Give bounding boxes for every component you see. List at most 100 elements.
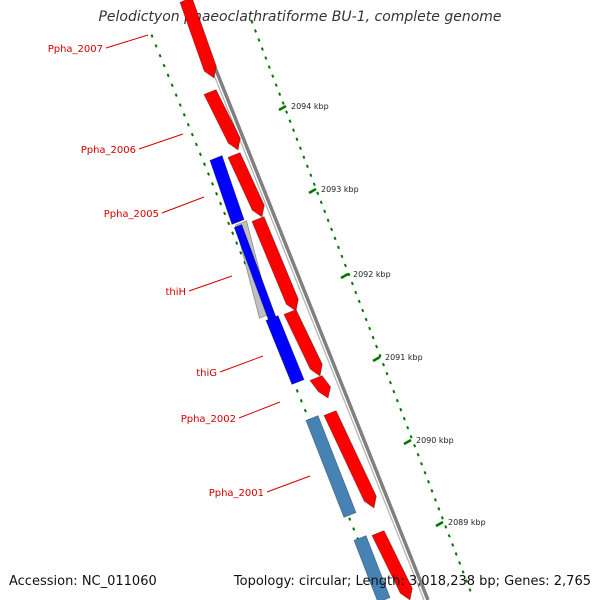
outer-tick [430, 489, 434, 493]
outer-tick [281, 101, 285, 105]
outer-tick [444, 525, 448, 529]
outer-tick [312, 182, 316, 187]
outer-tick [357, 299, 361, 304]
forward-gene[interactable] [227, 152, 265, 218]
outer-tick [354, 290, 358, 295]
accession-text: Accession: NC_011060 [9, 574, 157, 589]
outer-tick [264, 56, 268, 60]
genome-backbone [183, 0, 430, 600]
outer-tick [250, 20, 254, 24]
gene-label[interactable]: Ppha_2005 [104, 209, 159, 220]
inner-tick [170, 83, 174, 88]
inner-tick [215, 191, 219, 196]
outer-tick [382, 362, 385, 367]
outer-tick [423, 471, 427, 475]
outer-tick [433, 498, 437, 502]
outer-tick [420, 462, 424, 466]
outer-tick [395, 398, 399, 403]
outer-tick [260, 47, 264, 51]
major-tick [278, 104, 287, 112]
inner-tick [295, 389, 299, 393]
inner-tick [299, 399, 303, 403]
inner-tick [348, 517, 352, 521]
tick-label: 2089 kbp [448, 518, 486, 527]
gene-label[interactable]: Ppha_2007 [48, 44, 103, 55]
gene-label[interactable]: Ppha_2002 [181, 414, 236, 425]
gene-label[interactable]: thiG [196, 368, 217, 379]
outer-tick [447, 534, 451, 538]
inner-tick [158, 53, 162, 58]
reverse-gene[interactable] [209, 155, 245, 225]
tick-label: 2094 kbp [291, 102, 329, 111]
reverse-gene[interactable] [233, 223, 277, 321]
gene-label-leader [105, 34, 149, 49]
reverse-gene[interactable] [353, 535, 391, 600]
outer-tick [451, 543, 455, 547]
inner-tick [154, 44, 158, 48]
outer-tick [333, 236, 337, 241]
major-tick [435, 520, 444, 528]
inner-tick [239, 251, 243, 255]
outer-tick [392, 389, 396, 394]
gene-label-leader [188, 275, 233, 292]
outer-tick-marks [250, 20, 472, 592]
inner-tick [352, 527, 356, 531]
inner-tick [174, 93, 178, 97]
outer-tick [319, 200, 323, 205]
outer-tick [440, 516, 444, 520]
forward-gene[interactable] [283, 309, 323, 377]
forward-gene[interactable] [371, 530, 413, 600]
outer-tick [330, 227, 334, 232]
forward-gene[interactable] [179, 0, 217, 79]
outer-tick [361, 308, 365, 313]
forward-gene[interactable] [323, 410, 377, 509]
outer-tick [350, 281, 354, 286]
inner-tick [231, 231, 235, 235]
gene-label-leader [266, 475, 311, 493]
gene-label-leader [219, 355, 264, 373]
outer-tick [257, 38, 261, 42]
outer-tick [343, 263, 347, 268]
inner-tick [190, 132, 194, 137]
inner-tick [150, 34, 154, 38]
outer-tick [316, 191, 320, 196]
outer-tick [340, 254, 344, 259]
forward-gene[interactable] [251, 216, 299, 312]
gene-label[interactable]: Ppha_2006 [81, 145, 136, 156]
forward-gene[interactable] [309, 375, 332, 399]
inner-tick [219, 201, 223, 206]
gene-label-leader [161, 196, 205, 214]
outer-tick [399, 407, 403, 412]
outer-tick [437, 507, 441, 511]
inner-tick [207, 172, 210, 176]
genome-summary-text: Topology: circular; Length: 3,018,238 bp… [233, 574, 591, 589]
outer-tick [295, 137, 299, 141]
outer-tick [458, 561, 462, 565]
inner-tick [223, 211, 227, 216]
outer-tick [267, 65, 271, 69]
forward-gene[interactable] [203, 89, 241, 151]
reverse-gene[interactable] [265, 315, 305, 385]
outer-tick [253, 29, 257, 33]
major-tick [403, 438, 412, 446]
outer-tick [378, 353, 382, 358]
inner-tick [194, 142, 198, 147]
outer-tick [274, 83, 278, 87]
gene-labels: Ppha_2007 Ppha_2006 Ppha_2005 thiH thiG Ppha_… [48, 34, 311, 499]
outer-tick [388, 380, 392, 385]
inner-tick [211, 182, 215, 186]
outer-tick [271, 74, 275, 78]
outer-tick [364, 317, 368, 322]
gene-label[interactable]: Ppha_2001 [209, 488, 264, 499]
tick-label: 2091 kbp [385, 353, 423, 362]
inner-tick [227, 221, 231, 226]
backbone-line [186, 0, 430, 600]
inner-tick [162, 63, 166, 68]
outer-tick [285, 110, 289, 114]
reverse-gene[interactable] [305, 415, 357, 518]
outer-tick [406, 425, 410, 430]
outer-tick [426, 480, 430, 484]
gene-label[interactable]: thiH [165, 287, 186, 298]
gene-label-leader [138, 133, 184, 150]
